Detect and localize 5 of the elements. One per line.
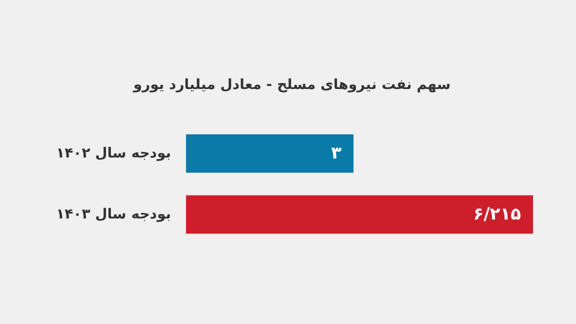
data-label: ۶/۲۱۵ xyxy=(473,204,521,224)
y-tick-label: بودجه سال ۱۴۰۲ xyxy=(56,146,171,162)
data-label: ۳ xyxy=(331,144,342,164)
y-tick-label: بودجه سال ۱۴۰۳ xyxy=(56,206,171,222)
chart-title: سهم نفت نیروهای مسلح - معادل میلیارد یورو xyxy=(132,77,451,93)
